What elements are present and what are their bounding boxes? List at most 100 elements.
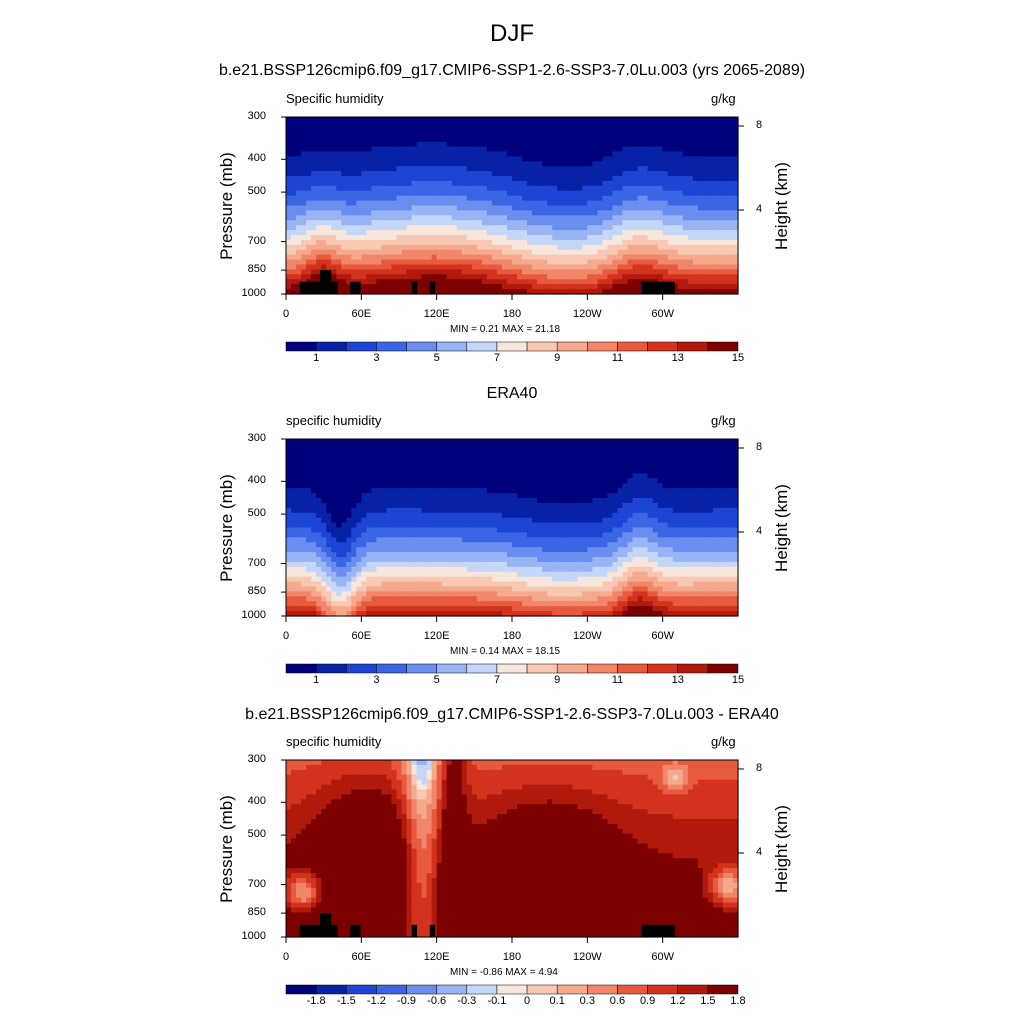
field-cell xyxy=(351,473,357,479)
field-cell xyxy=(577,180,583,187)
field-cell xyxy=(406,126,413,133)
field-cell xyxy=(512,259,518,266)
field-cell xyxy=(381,254,388,261)
field-cell xyxy=(557,205,563,212)
field-cell xyxy=(416,225,423,231)
field-cell xyxy=(486,274,493,280)
field-cell xyxy=(341,274,347,280)
field-cell xyxy=(712,458,719,465)
field-cell xyxy=(346,254,352,261)
field-cell xyxy=(491,473,498,479)
field-cell xyxy=(517,473,523,479)
field-cell xyxy=(471,488,478,494)
field-cell xyxy=(522,254,528,261)
field-cell xyxy=(712,264,719,271)
field-cell xyxy=(612,439,619,445)
field-cell xyxy=(697,190,704,197)
field-cell xyxy=(431,249,438,256)
field-cell xyxy=(632,269,639,275)
field-cell xyxy=(537,458,543,465)
field-cell xyxy=(722,230,729,236)
field-cell xyxy=(331,131,337,138)
field-cell xyxy=(451,249,458,256)
field-cell xyxy=(637,215,644,221)
field-cell xyxy=(592,126,598,133)
field-cell xyxy=(727,215,734,221)
field-cell xyxy=(557,443,563,450)
field-cell xyxy=(391,517,398,524)
field-cell xyxy=(522,117,528,123)
field-cell xyxy=(481,205,488,212)
field-cell xyxy=(712,131,719,138)
field-cell xyxy=(391,166,398,172)
field-cell xyxy=(522,244,528,251)
field-cell xyxy=(532,141,538,148)
field-cell xyxy=(481,443,488,450)
field-cell xyxy=(406,448,413,455)
field-cell xyxy=(682,254,689,261)
field-cell xyxy=(692,136,699,143)
field-cell xyxy=(542,439,548,445)
field-cell xyxy=(702,161,709,167)
field-cell xyxy=(446,468,453,475)
field-cell xyxy=(632,264,639,271)
field-cell xyxy=(667,517,674,524)
field-cell xyxy=(406,131,413,138)
field-cell xyxy=(391,151,398,157)
field-cell xyxy=(291,161,297,167)
field-cell xyxy=(386,439,393,445)
field-cell xyxy=(436,498,443,504)
field-cell xyxy=(652,180,659,187)
field-cell xyxy=(496,131,503,138)
field-cell xyxy=(486,468,493,475)
field-cell xyxy=(351,166,357,172)
field-cell xyxy=(421,498,428,504)
field-cell xyxy=(476,284,483,290)
field-cell xyxy=(642,483,649,489)
field-cell xyxy=(582,284,588,290)
field-cell xyxy=(637,284,644,290)
colorbar-label: 3 xyxy=(373,352,380,364)
colorbar-label: 7 xyxy=(493,674,500,686)
field-cell xyxy=(416,458,423,465)
field-cell xyxy=(722,126,729,133)
field-cell xyxy=(476,131,483,138)
colorbar-swatch xyxy=(346,341,377,352)
field-cell xyxy=(672,493,679,499)
field-cell xyxy=(617,264,624,271)
field-cell xyxy=(517,225,523,231)
field-cell xyxy=(356,269,362,275)
field-cell xyxy=(326,239,332,246)
field-cell xyxy=(341,230,347,236)
field-cell xyxy=(627,493,634,499)
field-cell xyxy=(572,161,578,167)
field-cell xyxy=(537,171,543,177)
field-cell xyxy=(582,249,588,256)
field-cell xyxy=(687,522,694,529)
field-cell xyxy=(306,136,312,143)
field-cell xyxy=(411,443,418,450)
field-cell xyxy=(301,225,307,231)
field-cell xyxy=(291,274,297,280)
field-cell xyxy=(587,522,593,529)
field-cell xyxy=(587,502,593,509)
field-cell xyxy=(612,507,619,514)
field-cell xyxy=(537,289,543,295)
field-cell xyxy=(657,166,664,172)
field-cell xyxy=(727,200,734,207)
field-cell xyxy=(286,121,292,128)
field-cell xyxy=(682,225,689,231)
field-cell xyxy=(476,171,483,177)
field-cell xyxy=(371,517,377,524)
field-cell xyxy=(522,249,528,256)
field-cell xyxy=(642,249,649,256)
field-cell xyxy=(552,478,558,484)
field-cell xyxy=(647,176,654,182)
field-cell xyxy=(471,284,478,290)
field-cell xyxy=(547,244,553,251)
field-cell xyxy=(406,502,413,509)
field-cell xyxy=(662,488,669,494)
field-cell xyxy=(707,146,714,153)
field-cell xyxy=(677,478,684,484)
field-cell xyxy=(366,215,372,221)
